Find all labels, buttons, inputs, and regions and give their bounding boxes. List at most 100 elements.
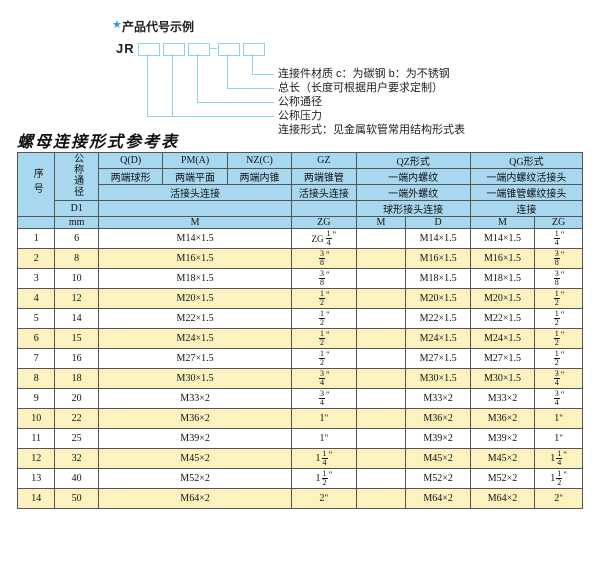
table-row: 13 40 M52×2 1 1 2 " M52×2 M52×2 1 1 2 " bbox=[16, 468, 583, 489]
header-code-nzc: NZ(C) bbox=[226, 152, 293, 169]
cell-qz-d: M27×1.5 bbox=[405, 348, 471, 369]
cell-thread-m: M39×2 bbox=[97, 428, 293, 449]
table-row: 3 10 M18×1.5 3 8 " M18×1.5 M18×1.5 3 8 " bbox=[16, 268, 583, 289]
cell-gz-zg: 1 2 " bbox=[291, 328, 357, 349]
cell-qz-d: M36×2 bbox=[405, 408, 471, 429]
code-note-pn: 公称压力 bbox=[278, 110, 322, 122]
leader-vline-4 bbox=[227, 54, 228, 88]
cell-gz-zg: 1" bbox=[291, 408, 357, 429]
cell-qg-zg: 1 2 " bbox=[534, 348, 583, 369]
header-row-code: 序号 公称通径 Q(D) PM(A) NZ(C) GZ QZ形式 QG形式 bbox=[16, 152, 584, 217]
cell-thread-m: M27×1.5 bbox=[97, 348, 293, 369]
cell-dn: 15 bbox=[54, 328, 99, 349]
code-box-2 bbox=[163, 43, 185, 56]
cell-qz-d: M39×2 bbox=[405, 428, 471, 449]
cell-qz-d: M16×1.5 bbox=[405, 248, 471, 269]
cell-qg-m: M45×2 bbox=[469, 448, 536, 469]
cell-qz-m bbox=[355, 308, 407, 329]
cell-gz-zg: 1 1 4 " bbox=[291, 448, 357, 469]
cell-thread-m: M30×1.5 bbox=[97, 368, 293, 389]
cell-qz-m bbox=[355, 248, 407, 269]
table-row: 6 15 M24×1.5 1 2 " M24×1.5 M24×1.5 1 2 " bbox=[16, 328, 583, 349]
header-d1-label: D1 bbox=[54, 200, 99, 217]
cell-qg-zg: 1" bbox=[534, 408, 583, 429]
header-row-end: 两端球形 两端平面 两端内锥 两端锥管 一端内螺纹 一端内螺纹活接头 bbox=[18, 168, 584, 185]
cell-gz-zg: 1 2 " bbox=[291, 348, 357, 369]
cell-qz-m bbox=[355, 428, 407, 449]
header-unit-qz-d: D bbox=[405, 216, 471, 229]
star-icon: ★ bbox=[112, 19, 122, 31]
cell-dn: 22 bbox=[54, 408, 99, 429]
header-code-pma: PM(A) bbox=[162, 152, 228, 169]
cell-seq: 5 bbox=[16, 308, 56, 329]
cell-qz-m bbox=[355, 368, 407, 389]
code-note-dn: 公称通径 bbox=[278, 96, 322, 108]
cell-thread-m: M16×1.5 bbox=[97, 248, 293, 269]
cell-qg-zg: 2" bbox=[534, 488, 583, 509]
header-conn-qg: 一端锥管螺纹接头 bbox=[469, 184, 584, 201]
cell-seq: 13 bbox=[16, 468, 56, 489]
cell-qg-zg: 3 8 " bbox=[534, 248, 583, 269]
cell-qg-zg: 1 2 " bbox=[534, 328, 583, 349]
cell-qg-m: M16×1.5 bbox=[469, 248, 536, 269]
cell-gz-zg: 3 4 " bbox=[291, 368, 357, 389]
table-row: 10 22 M36×2 1" M36×2 M36×2 1" bbox=[16, 408, 583, 429]
header-conn-qz: 一端外螺纹 bbox=[355, 184, 471, 201]
header-code-qg: QG形式 bbox=[469, 152, 584, 169]
cell-gz-zg: 3 8 " bbox=[291, 268, 357, 289]
cell-gz-zg: 3 4 " bbox=[291, 388, 357, 409]
header-dn: 公称通径 bbox=[54, 152, 99, 201]
cell-qz-d: M24×1.5 bbox=[405, 328, 471, 349]
cell-dn: 16 bbox=[54, 348, 99, 369]
header-end-pma: 两端平面 bbox=[162, 168, 228, 185]
cell-gz-zg: ZG 1 4 " bbox=[291, 228, 357, 249]
cell-thread-m: M45×2 bbox=[97, 448, 293, 469]
cell-thread-m: M52×2 bbox=[97, 468, 293, 489]
header-row-units: mm M ZG M D M ZG bbox=[16, 216, 583, 229]
leader-hline-4 bbox=[227, 88, 274, 89]
cell-thread-m: M64×2 bbox=[97, 488, 293, 509]
leader-vline-2 bbox=[172, 54, 173, 116]
cell-qg-zg: 1 1 2 " bbox=[534, 468, 583, 489]
header-end-qg: 一端内螺纹活接头 bbox=[469, 168, 584, 185]
code-note-length: 总长（长度可根据用户要求定制） bbox=[278, 82, 443, 94]
cell-thread-m: M24×1.5 bbox=[97, 328, 293, 349]
header-code-qz: QZ形式 bbox=[355, 152, 471, 169]
cell-qz-d: M33×2 bbox=[405, 388, 471, 409]
cell-qz-m bbox=[355, 388, 407, 409]
cell-gz-zg: 2" bbox=[291, 488, 357, 509]
leader-vline-5 bbox=[252, 54, 253, 74]
cell-dn: 40 bbox=[54, 468, 99, 489]
cell-qz-d: M22×1.5 bbox=[405, 308, 471, 329]
table-row: 5 14 M22×1.5 1 2 " M22×1.5 M22×1.5 1 2 " bbox=[16, 308, 583, 329]
header-conn2-qz: 球形接头连接 bbox=[355, 200, 471, 217]
table-row: 2 8 M16×1.5 3 8 " M16×1.5 M16×1.5 3 8 " bbox=[16, 248, 583, 269]
leader-hline-5 bbox=[252, 74, 274, 75]
cell-qz-d: M18×1.5 bbox=[405, 268, 471, 289]
header-unit-gz-zg: ZG bbox=[291, 216, 357, 229]
header-dn-label: 公称通径 bbox=[71, 153, 83, 197]
cell-dn: 8 bbox=[54, 248, 99, 269]
cell-gz-zg: 3 8 " bbox=[291, 248, 357, 269]
code-box-5 bbox=[243, 43, 265, 56]
cell-qg-zg: 1 1 4 " bbox=[534, 448, 583, 469]
cell-dn: 18 bbox=[54, 368, 99, 389]
table-row: 11 25 M39×2 1" M39×2 M39×2 1" bbox=[16, 428, 583, 449]
code-note-form: 连接形式：见金属软管常用结构形式表 bbox=[278, 124, 465, 136]
cell-gz-zg: 1 2 " bbox=[291, 308, 357, 329]
header-unit-mm: mm bbox=[54, 216, 99, 229]
table-row: 4 12 M20×1.5 1 2 " M20×1.5 M20×1.5 1 2 " bbox=[16, 288, 583, 309]
cell-seq: 6 bbox=[16, 328, 56, 349]
diagram-heading: 产品代号示例 bbox=[122, 20, 195, 34]
cell-qg-m: M14×1.5 bbox=[469, 228, 536, 249]
cell-seq: 1 bbox=[16, 228, 56, 249]
header-seq: 序号 bbox=[16, 152, 56, 217]
cell-thread-m: M33×2 bbox=[97, 388, 293, 409]
table-row: 12 32 M45×2 1 1 4 " M45×2 M45×2 1 1 4 " bbox=[16, 448, 583, 469]
cell-qg-m: M30×1.5 bbox=[469, 368, 536, 389]
cell-qg-m: M36×2 bbox=[469, 408, 536, 429]
header-unit-qpn-m: M bbox=[97, 216, 293, 229]
cell-dn: 32 bbox=[54, 448, 99, 469]
cell-thread-m: M22×1.5 bbox=[97, 308, 293, 329]
leader-hline-1 bbox=[147, 116, 274, 117]
